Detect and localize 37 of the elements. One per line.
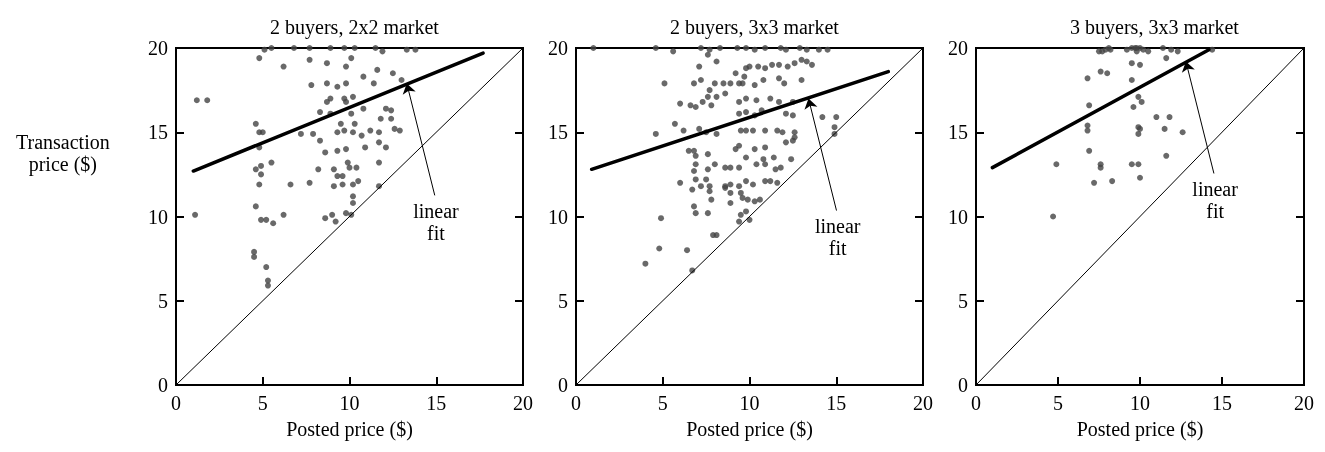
x-tick-label: 10: [739, 392, 760, 414]
x-tick-label: 10: [339, 392, 360, 414]
y-tick-label: 20: [548, 37, 568, 59]
x-tick-label: 5: [657, 392, 668, 414]
y-tick-label: 20: [148, 37, 168, 59]
x-tick-label: 15: [1212, 392, 1232, 414]
y-tick-label: 10: [548, 205, 568, 228]
x-tick-label: 15: [826, 392, 847, 414]
chart-title: 2 buyers, 2x2 market: [270, 16, 440, 39]
x-tick-label: 20: [913, 392, 933, 414]
y-tick-label: 10: [948, 205, 968, 228]
x-tick-label: 20: [513, 392, 533, 414]
y-tick-label: 0: [558, 374, 568, 396]
x-tick-label: 5: [1053, 392, 1063, 414]
y-tick-label: 15: [948, 121, 968, 144]
y-tick-label: 0: [958, 374, 968, 396]
y-tick-label: 5: [958, 289, 968, 312]
annotation: linear fit: [1192, 178, 1239, 223]
annotation: linear fit: [413, 200, 460, 245]
y-tick-label: 15: [148, 121, 168, 144]
x-axis-title: Posted price ($): [686, 418, 813, 441]
x-tick-label: 5: [257, 392, 268, 414]
y-axis-title: Transaction price ($): [16, 131, 110, 177]
chart-title: 2 buyers, 3x3 market: [670, 16, 840, 39]
y-tick-label: 0: [158, 374, 168, 396]
x-tick-label: 20: [1294, 392, 1314, 414]
y-tick-label: 20: [948, 37, 968, 59]
chart-title: 3 buyers, 3x3 market: [1070, 16, 1240, 39]
x-tick-label: 15: [426, 392, 447, 414]
y-tick-label: 5: [558, 289, 568, 312]
y-tick-label: 10: [148, 205, 168, 228]
annotation: linear fit: [814, 215, 861, 260]
y-tick-label: 15: [548, 121, 568, 144]
x-axis-title: Posted price ($): [286, 418, 413, 441]
x-tick-label: 10: [1130, 392, 1150, 414]
x-axis-title: Posted price ($): [1076, 418, 1204, 441]
y-tick-label: 5: [158, 289, 168, 312]
